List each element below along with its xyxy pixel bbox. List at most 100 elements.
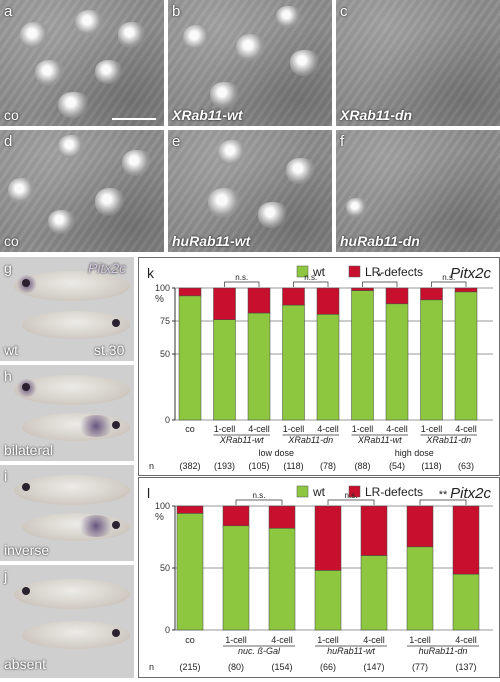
- panel-letter: g: [4, 260, 12, 276]
- significance-label: n.s.: [345, 491, 358, 500]
- category-label: 4-cell: [317, 424, 339, 434]
- y-tick-label: 50: [160, 563, 170, 573]
- chart-l: wt LR-defects l Pitx2c%100 50 0 co (215) 1-cell (…: [147, 485, 493, 672]
- cilia-tuft: [346, 198, 368, 218]
- bar-defect: [385, 287, 409, 305]
- chart-panel-l: wt LR-defects l Pitx2c% 100 50 0 co (215) 1-cell (…: [138, 477, 500, 678]
- sem-panel-f: f huRab11-dn: [336, 130, 500, 252]
- condition-label: absent: [4, 656, 47, 672]
- significance-label: n.s.: [235, 273, 248, 282]
- group-label: XRab11-wt: [219, 435, 264, 445]
- category-label: 4-cell: [455, 635, 477, 645]
- condition-label: XRab11-dn: [340, 107, 413, 123]
- significance-label: n.s.: [442, 273, 455, 282]
- legend-label-wt: wt: [312, 265, 326, 279]
- n-label: n: [149, 662, 154, 672]
- bar-wt: [360, 555, 388, 631]
- bar-defect: [452, 505, 480, 575]
- sem-panel-d: d co: [0, 130, 164, 252]
- sem-panel-c: c XRab11-dn: [336, 0, 500, 126]
- n-value: (66): [320, 662, 336, 672]
- panel-letter: d: [4, 133, 13, 150]
- category-label: 4-cell: [455, 424, 477, 434]
- group-label: XRab11-dn: [287, 435, 333, 445]
- embryo-panel-g: g Pitx2c wt st.30: [0, 257, 134, 361]
- significance-label: *: [378, 271, 383, 283]
- cilia-tuft: [122, 150, 152, 176]
- cilia-tuft: [286, 158, 316, 184]
- category-label: 1-cell: [317, 635, 339, 645]
- cilia-tuft: [58, 92, 90, 118]
- pitx2c-stain: [76, 515, 116, 537]
- cilia-tuft: [276, 6, 302, 28]
- category-label: 4-cell: [271, 635, 293, 645]
- panel-letter: f: [340, 133, 345, 150]
- condition-label: inverse: [4, 542, 50, 558]
- category-label: co: [185, 424, 195, 434]
- condition-label: wt: [4, 342, 18, 358]
- y-axis-label: %: [155, 512, 164, 523]
- significance-bracket: [419, 499, 467, 505]
- cilia-tuft: [35, 60, 65, 86]
- y-tick-label: 100: [155, 283, 170, 293]
- n-value: (382): [179, 461, 200, 471]
- n-value: (78): [320, 461, 336, 471]
- gene-label: Pitx2c: [88, 260, 127, 276]
- n-value: (154): [271, 662, 292, 672]
- embryo-panel-i: i inverse: [0, 465, 134, 561]
- panel-letter: a: [4, 3, 13, 20]
- embryo-panel-j: j absent: [0, 565, 134, 678]
- significance-bracket: [293, 281, 329, 287]
- cilia-tuft: [20, 22, 50, 50]
- embryo: [14, 475, 130, 505]
- bar-defect: [222, 505, 250, 527]
- category-label: 1-cell: [352, 424, 374, 434]
- bar-wt: [406, 546, 434, 631]
- category-label: 4-cell: [386, 424, 408, 434]
- panel-letter: c: [340, 3, 348, 20]
- eye: [22, 483, 30, 491]
- bar-defect: [268, 505, 296, 529]
- bar-wt: [176, 513, 204, 631]
- y-tick-label: 100: [155, 501, 170, 511]
- category-label: co: [185, 635, 195, 645]
- eye: [22, 587, 30, 595]
- significance-label: **: [439, 489, 448, 501]
- bar-wt: [351, 290, 374, 421]
- n-value: (88): [354, 461, 370, 471]
- panel-letter: k: [147, 265, 155, 281]
- n-value: (147): [363, 662, 384, 672]
- gene-label: Pitx2c: [450, 485, 491, 502]
- category-label: 4-cell: [363, 635, 385, 645]
- legend-swatch-wt: [296, 265, 309, 278]
- bar-defect: [420, 287, 443, 301]
- stage-label: st.30: [94, 342, 125, 358]
- n-value: (77): [412, 662, 428, 672]
- eye: [22, 383, 30, 391]
- bar-defect: [314, 505, 342, 571]
- category-label: 1-cell: [225, 635, 247, 645]
- condition-label: huRab11-dn: [340, 233, 420, 249]
- condition-label: co: [4, 107, 19, 123]
- bar-defect: [316, 287, 340, 315]
- bar-defect: [178, 287, 202, 297]
- legend-swatch-wt: [296, 485, 309, 498]
- bar-wt: [420, 299, 443, 421]
- n-value: (105): [248, 461, 269, 471]
- dose-label: high dose: [395, 448, 434, 458]
- sem-panel-b: b XRab11-wt: [168, 0, 332, 126]
- eye: [112, 521, 120, 529]
- significance-bracket: [362, 281, 398, 287]
- bar-defect: [282, 287, 305, 306]
- group-label: XRab11-dn: [425, 435, 471, 445]
- embryo-panel-h: h bilateral: [0, 365, 134, 461]
- n-value: (193): [214, 461, 235, 471]
- significance-bracket: [224, 281, 260, 287]
- n-value: (54): [389, 461, 405, 471]
- bar-defect: [351, 287, 374, 291]
- category-label: 4-cell: [248, 424, 270, 434]
- category-label: 1-cell: [409, 635, 431, 645]
- n-label: n: [149, 461, 154, 471]
- condition-label: huRab11-wt: [172, 233, 251, 249]
- eye: [22, 279, 30, 287]
